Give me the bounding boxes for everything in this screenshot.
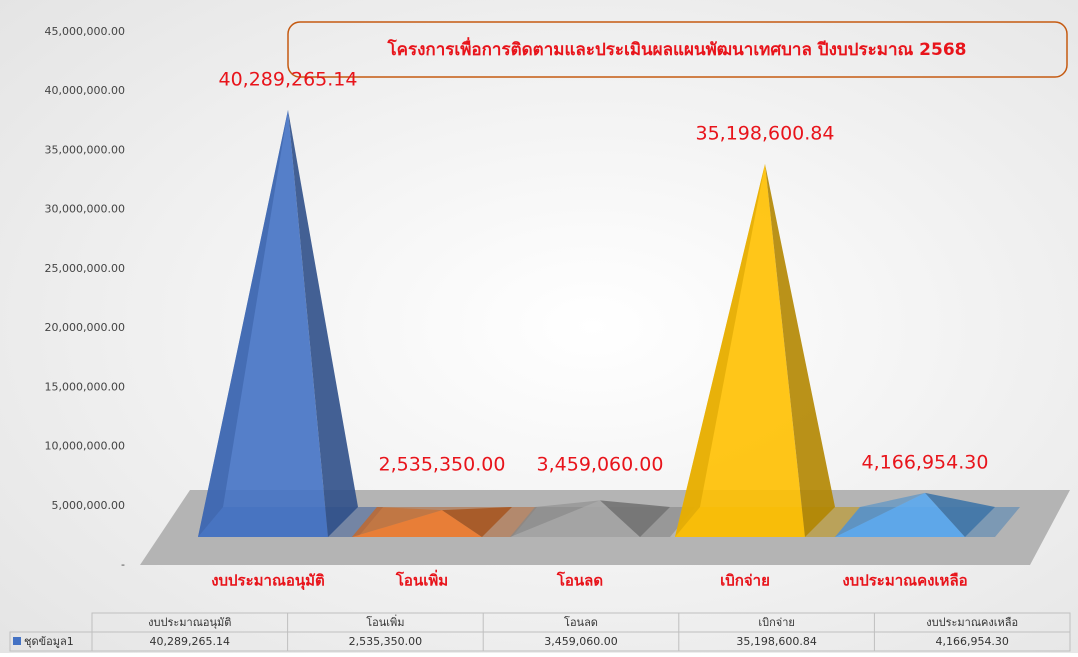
data-label: 2,535,350.00 xyxy=(379,454,506,476)
table-header: เบิกจ่าย xyxy=(758,616,794,629)
y-tick-label: 30,000,000.00 xyxy=(45,203,125,216)
y-tick-label: 5,000,000.00 xyxy=(52,499,125,512)
y-tick-label: 45,000,000.00 xyxy=(45,25,125,38)
table-cell: 3,459,060.00 xyxy=(544,635,617,648)
y-tick-label: - xyxy=(121,558,125,571)
legend-label: ชุดข้อมูล1 xyxy=(24,635,74,648)
table-cell: 2,535,350.00 xyxy=(349,635,422,648)
y-tick-label: 40,000,000.00 xyxy=(45,84,125,97)
pyramid-side xyxy=(600,500,670,537)
chart-title: โครงการเพื่อการติดตามและประเมินผลแผนพัฒน… xyxy=(387,37,967,60)
table-header: งบประมาณคงเหลือ xyxy=(926,616,1018,629)
x-tick-label: งบประมาณอนุมัติ xyxy=(211,572,325,591)
pyramid-left xyxy=(835,492,925,537)
pyramid-side xyxy=(765,163,835,537)
table-cell: 35,198,600.84 xyxy=(736,635,816,648)
pyramid-face xyxy=(835,492,965,537)
pyramid-side xyxy=(288,109,358,538)
table-header: โอนเพิ่ม xyxy=(366,614,404,629)
legend-key xyxy=(13,637,21,645)
data-label: 40,289,265.14 xyxy=(218,68,357,90)
x-tick-label: โอนลด xyxy=(556,571,603,590)
pyramid-left xyxy=(352,507,442,537)
data-label: 35,198,600.84 xyxy=(695,122,834,144)
pyramid-face xyxy=(352,510,482,537)
y-tick-label: 20,000,000.00 xyxy=(45,321,125,334)
x-tick-label: งบประมาณคงเหลือ xyxy=(842,572,967,590)
table-header: งบประมาณอนุมัติ xyxy=(148,616,231,629)
pyramid-face xyxy=(510,500,640,537)
x-tick-label: เบิกจ่าย xyxy=(720,572,770,590)
pyramid-left xyxy=(198,109,288,538)
y-tick-label: 35,000,000.00 xyxy=(45,143,125,156)
y-tick-label: 25,000,000.00 xyxy=(45,262,125,275)
pyramid-side xyxy=(925,492,995,537)
pyramid-left xyxy=(510,500,600,537)
y-tick-label: 10,000,000.00 xyxy=(45,440,125,453)
pyramid-left xyxy=(675,163,765,537)
x-tick-label: โอนเพิ่ม xyxy=(395,570,448,590)
y-tick-label: 15,000,000.00 xyxy=(45,380,125,393)
data-label: 3,459,060.00 xyxy=(537,454,664,476)
table-cell: 4,166,954.30 xyxy=(935,635,1008,648)
title-box xyxy=(287,21,1068,78)
data-label: 4,166,954.30 xyxy=(862,451,989,473)
table-header: โอนลด xyxy=(564,615,598,629)
table-cell: 40,289,265.14 xyxy=(150,635,230,648)
pyramid-side xyxy=(442,507,512,537)
